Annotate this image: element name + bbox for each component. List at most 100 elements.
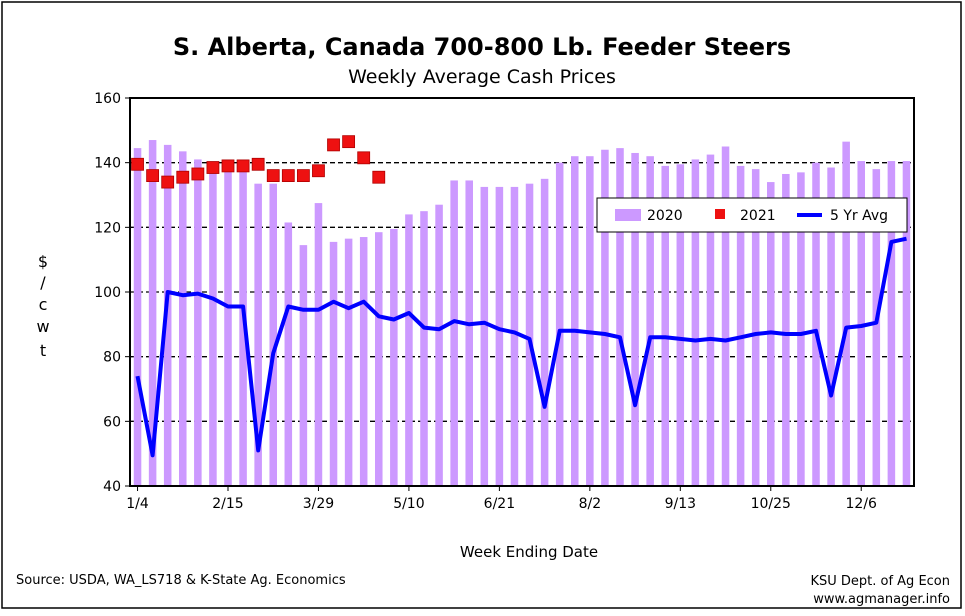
y-tick-label: 120 bbox=[94, 220, 121, 236]
bar-2020 bbox=[254, 183, 262, 486]
legend-label-2021: 2021 bbox=[740, 208, 776, 224]
bar-2020 bbox=[405, 214, 413, 486]
bar-2020 bbox=[510, 186, 519, 486]
bar-2020 bbox=[842, 141, 850, 486]
bar-2020 bbox=[465, 180, 473, 486]
point-2021 bbox=[312, 164, 325, 178]
y-label-char: $ bbox=[38, 252, 48, 271]
point-2021 bbox=[372, 170, 386, 184]
legend-label-5yr: 5 Yr Avg bbox=[830, 208, 888, 224]
bar-2020 bbox=[782, 173, 790, 486]
bar-2020 bbox=[375, 232, 383, 486]
legend-swatch-2021 bbox=[715, 209, 725, 219]
point-2021 bbox=[342, 135, 356, 149]
source-note: Source: USDA, WA_LS718 & K-State Ag. Eco… bbox=[16, 573, 346, 588]
bar-2020 bbox=[435, 204, 443, 486]
bar-2020 bbox=[827, 167, 835, 486]
plot-border bbox=[129, 97, 915, 487]
x-tick-label: 5/10 bbox=[393, 496, 424, 512]
y-tick-label: 140 bbox=[94, 156, 121, 172]
legend-box bbox=[596, 197, 908, 233]
bar-2020 bbox=[239, 167, 247, 486]
bar-2020 bbox=[359, 237, 368, 486]
point-2021 bbox=[251, 157, 265, 171]
bar-2020 bbox=[314, 203, 323, 487]
y-label-char: w bbox=[36, 317, 49, 336]
point-2021 bbox=[281, 169, 295, 183]
bar-2020 bbox=[857, 161, 865, 487]
bar-2020 bbox=[269, 183, 277, 486]
bar-2020 bbox=[390, 228, 398, 486]
org-name: KSU Dept. of Ag Econ bbox=[810, 574, 950, 589]
x-tick-label: 1/4 bbox=[126, 496, 149, 512]
y-axis-label: $ / c w t bbox=[36, 252, 49, 360]
chart-subtitle: Weekly Average Cash Prices bbox=[348, 66, 616, 88]
y-tick-label: 80 bbox=[103, 350, 121, 366]
legend: 2020 2021 5 Yr Avg bbox=[596, 197, 908, 233]
y-label-char: / bbox=[40, 273, 46, 292]
bar-2020 bbox=[872, 169, 881, 486]
x-tick-label: 8/2 bbox=[579, 496, 602, 512]
y-tick-label: 60 bbox=[103, 414, 121, 430]
point-2021 bbox=[236, 159, 250, 173]
x-tick-label: 9/13 bbox=[665, 496, 696, 512]
bar-2020 bbox=[902, 161, 911, 487]
legend-swatch-2020 bbox=[615, 209, 641, 221]
bar-2020 bbox=[480, 186, 489, 486]
bar-2020 bbox=[284, 222, 293, 486]
bar-2020 bbox=[329, 241, 338, 486]
bar-2020 bbox=[555, 162, 564, 486]
bar-2020 bbox=[887, 161, 896, 487]
point-2021 bbox=[327, 138, 340, 152]
bar-2020 bbox=[571, 156, 579, 486]
bar-2020 bbox=[133, 148, 142, 486]
legend-label-2020: 2020 bbox=[647, 208, 683, 224]
x-tick-label: 2/15 bbox=[212, 496, 243, 512]
bar-2020 bbox=[525, 183, 534, 486]
website: www.agmanager.info bbox=[813, 592, 950, 607]
bar-2020 bbox=[616, 148, 624, 486]
x-tick-label: 12/6 bbox=[846, 496, 878, 512]
bar-2020 bbox=[148, 140, 157, 487]
chart-title: S. Alberta, Canada 700-800 Lb. Feeder St… bbox=[173, 33, 791, 61]
x-tick-label: 10/25 bbox=[751, 496, 791, 512]
bar-2020 bbox=[676, 164, 685, 487]
bar-2020 bbox=[691, 159, 700, 486]
point-2021 bbox=[357, 151, 371, 165]
bar-2020 bbox=[540, 178, 549, 487]
bar-2020 bbox=[194, 159, 202, 486]
bar-2020 bbox=[736, 165, 745, 486]
bar-2020 bbox=[721, 146, 730, 486]
y-tick-label: 100 bbox=[94, 285, 121, 301]
point-2021 bbox=[191, 167, 205, 181]
point-2021 bbox=[176, 170, 190, 184]
point-2021 bbox=[161, 175, 175, 189]
bar-2020 bbox=[420, 211, 428, 486]
bar-2020 bbox=[450, 180, 458, 486]
line-5yr-avg bbox=[135, 236, 907, 458]
point-2021 bbox=[131, 157, 144, 171]
bar-2020 bbox=[797, 172, 805, 486]
bar-2020 bbox=[209, 162, 217, 486]
bar-2020 bbox=[631, 152, 639, 486]
bar-2020 bbox=[586, 156, 594, 486]
x-axis-label: Week Ending Date bbox=[460, 543, 598, 561]
point-2021 bbox=[206, 161, 220, 174]
bar-2020 bbox=[163, 144, 172, 486]
y-label-char: t bbox=[40, 341, 46, 360]
bar-2020 bbox=[812, 162, 820, 486]
plot-area: 40 60 80 100 120 140 160 1/4 2/15 3/29 5/10 6/21 8/2… bbox=[94, 91, 915, 512]
point-2021 bbox=[296, 169, 310, 183]
bar-2020 bbox=[299, 245, 308, 486]
bar-2020 bbox=[344, 238, 353, 486]
y-tick-label: 40 bbox=[103, 479, 121, 495]
x-tick-label: 6/21 bbox=[484, 496, 515, 512]
point-2021 bbox=[266, 169, 280, 183]
bar-2020 bbox=[751, 169, 760, 486]
bar-2020 bbox=[661, 165, 669, 486]
bar-2020 bbox=[646, 156, 654, 486]
bar-2020 bbox=[601, 149, 609, 486]
point-2021 bbox=[146, 169, 160, 183]
